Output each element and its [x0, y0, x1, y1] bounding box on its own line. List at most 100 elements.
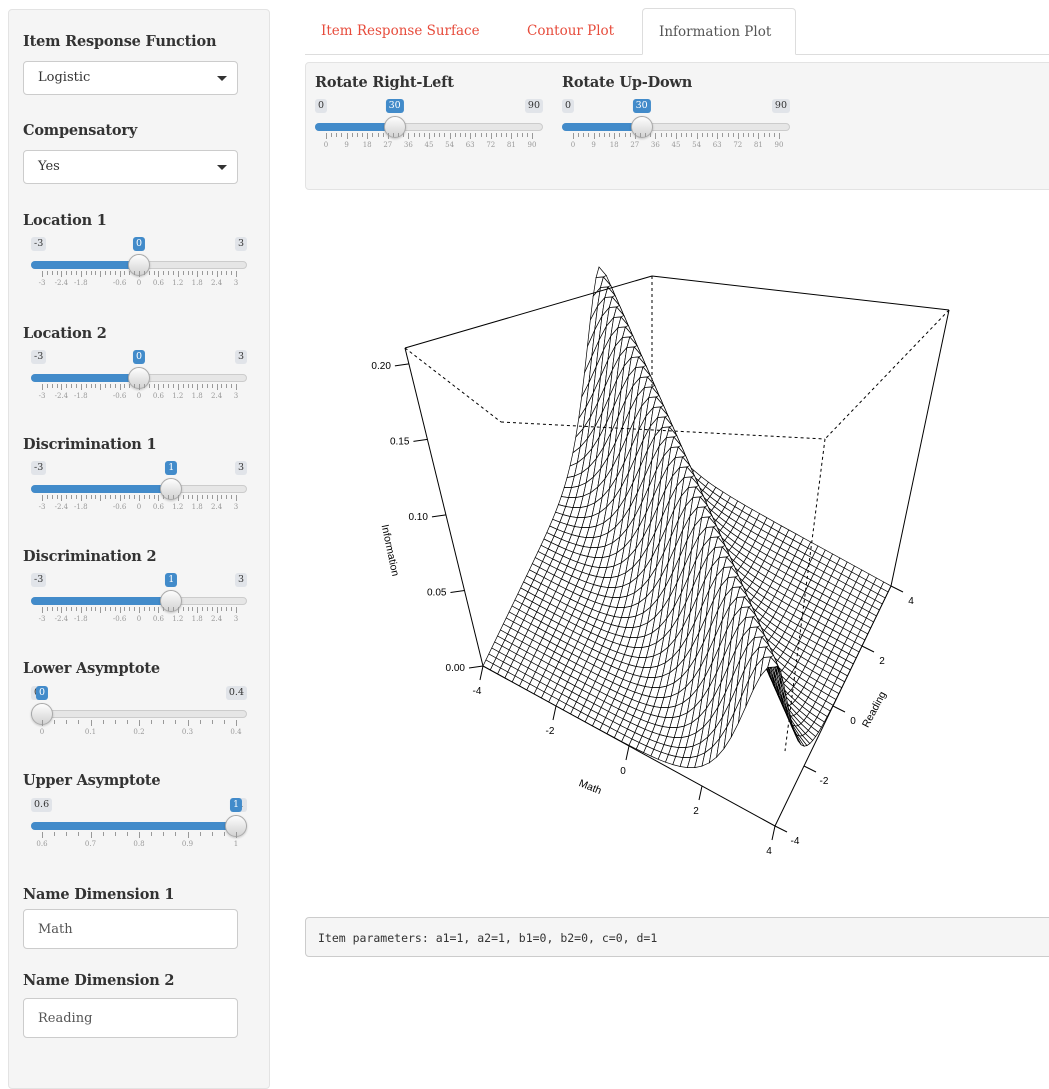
z-axis-tick [450, 589, 465, 593]
slider-tick-minor [143, 495, 145, 499]
slider-tick-minor [226, 384, 228, 388]
slider-value-label: 1 [165, 461, 178, 475]
slider-tick-minor [134, 384, 136, 388]
slider-value-label: 1 [229, 798, 243, 812]
slider-grid-labels: -3 -2.4 -1.8 -0.6 0 0.6 1.2 1.8 2.4 3 [31, 615, 247, 627]
slider-tick-minor [665, 133, 667, 137]
slider-tick-minor [90, 271, 92, 275]
slider-grid-labels: -3 -2.4 -1.8 -0.6 0 0.6 1.2 1.8 2.4 3 [31, 392, 247, 404]
location-1-label: Location 1 [23, 212, 107, 229]
tab-contour-plot[interactable]: Contour Plot [527, 23, 615, 39]
slider-tick-minor [226, 271, 228, 275]
slider-tick [61, 384, 63, 390]
slider-grid-label: 2.4 [211, 615, 223, 623]
slider-tick [187, 832, 189, 838]
slider-tick [532, 133, 533, 139]
slider-tick-minor [114, 832, 116, 836]
slider-tick-minor [583, 133, 585, 137]
slider-handle[interactable] [630, 116, 653, 138]
irf-select[interactable]: Logistic [23, 61, 238, 95]
slider-tick [158, 384, 160, 390]
slider-grid-label: 1.2 [172, 279, 184, 287]
slider-max-label: 3 [234, 573, 247, 587]
slider-min-label: 0.6 [31, 798, 53, 812]
slider-tick [593, 133, 595, 139]
slider-tick-minor [105, 384, 107, 388]
box-edge-hidden [784, 438, 826, 752]
slider-tick-minor [187, 495, 189, 499]
slider-fill [31, 597, 172, 605]
z-axis-tick [468, 665, 484, 669]
compensatory-select[interactable]: Yes [23, 150, 238, 184]
slider-tick [737, 133, 739, 139]
slider-value-label: 0 [132, 350, 146, 364]
slider-tick-minor [114, 495, 116, 499]
slider-tick-minor [223, 720, 225, 724]
slider-tick-minor [148, 271, 150, 275]
slider-tick [216, 271, 218, 277]
slider-handle[interactable] [383, 116, 406, 138]
slider-grid-label: -2.4 [54, 615, 69, 623]
slider-track[interactable] [31, 710, 247, 718]
tab-item-response-surface[interactable]: Item Response Surface [321, 23, 480, 39]
name-dimension-1-input[interactable] [23, 909, 238, 949]
slider-tick-minor [66, 607, 68, 611]
slider-handle[interactable] [160, 478, 183, 500]
slider-tick-minor [444, 133, 446, 137]
location-2-slider[interactable]: -3 3 0 -3 -2.4 -1.8 -0.6 0 0.6 1.2 1.8 2.4 3 [31, 350, 247, 410]
slider-tick-minor [187, 384, 189, 388]
z-axis-tick-label: 0.00 [446, 663, 466, 674]
slider-tick-minor [356, 133, 358, 137]
slider-tick-minor [95, 495, 97, 499]
y-axis-tick [890, 585, 904, 593]
slider-tick-minor [129, 384, 131, 388]
slider-tick-minor [90, 607, 92, 611]
slider-tick-minor [231, 271, 233, 275]
slider-tick [216, 495, 218, 501]
z-axis-tick [413, 438, 428, 442]
x-axis-tick-label: -4 [473, 686, 482, 697]
slider-tick-minor [454, 133, 456, 137]
discrimination-2-slider[interactable]: -3 3 1 -3 -2.4 -1.8 -0.6 0 0.6 1.2 1.8 2.4 3 [31, 573, 247, 633]
slider-tick-minor [75, 384, 77, 388]
slider-handle[interactable] [160, 590, 183, 612]
discrimination-2-label: Discrimination 2 [23, 548, 157, 565]
slider-tick [696, 133, 698, 139]
name-dimension-2-input[interactable] [23, 998, 238, 1038]
discrimination-1-slider[interactable]: -3 3 1 -3 -2.4 -1.8 -0.6 0 0.6 1.2 1.8 2.4 3 [31, 461, 247, 521]
box-edge [404, 275, 653, 349]
slider-grid-label: 9 [344, 141, 349, 149]
slider-tick-minor [148, 495, 150, 499]
rotate-up-down-slider[interactable]: 0 90 30 0 9 18 27 36 45 54 63 72 81 90 [562, 99, 790, 159]
y-axis-tick [774, 825, 788, 833]
slider-tick-minor [54, 832, 56, 836]
slider-grid-label: -1.8 [74, 503, 88, 511]
slider-tick-minor [175, 720, 177, 724]
slider-tick-minor [748, 133, 750, 137]
discrimination-1-label: Discrimination 1 [23, 436, 157, 453]
box-edge [890, 309, 950, 587]
z-axis-label: Information [379, 523, 402, 577]
y-axis-tick-label: -4 [791, 836, 800, 847]
slider-tick-minor [102, 832, 104, 836]
slider-tick-minor [712, 133, 714, 137]
slider-tick [42, 495, 43, 501]
rotate-right-left-slider[interactable]: 0 90 30 0 9 18 27 36 45 54 63 72 81 90 [315, 99, 543, 159]
slider-tick-minor [105, 607, 107, 611]
slider-tick-minor [153, 607, 155, 611]
slider-min-label: 0 [562, 99, 575, 113]
slider-grid-label: 90 [774, 141, 784, 149]
slider-tick-minor [459, 133, 461, 137]
slider-tick-minor [51, 495, 53, 499]
slider-tick-minor [71, 271, 73, 275]
irf-label: Item Response Function [23, 33, 217, 50]
slider-tick [158, 271, 160, 277]
slider-tick-minor [660, 133, 662, 137]
tab-information-plot[interactable]: Information Plot [642, 8, 796, 55]
upper-asymptote-slider[interactable]: 0.6110.60.70.80.91 [31, 798, 247, 858]
slider-ticks [31, 495, 247, 501]
slider-tick-minor [54, 720, 56, 724]
slider-tick-minor [226, 607, 228, 611]
location-1-slider[interactable]: -3 3 0 -3 -2.4 -1.8 -0.6 0 0.6 1.2 1.8 2.4 3 [31, 237, 247, 297]
